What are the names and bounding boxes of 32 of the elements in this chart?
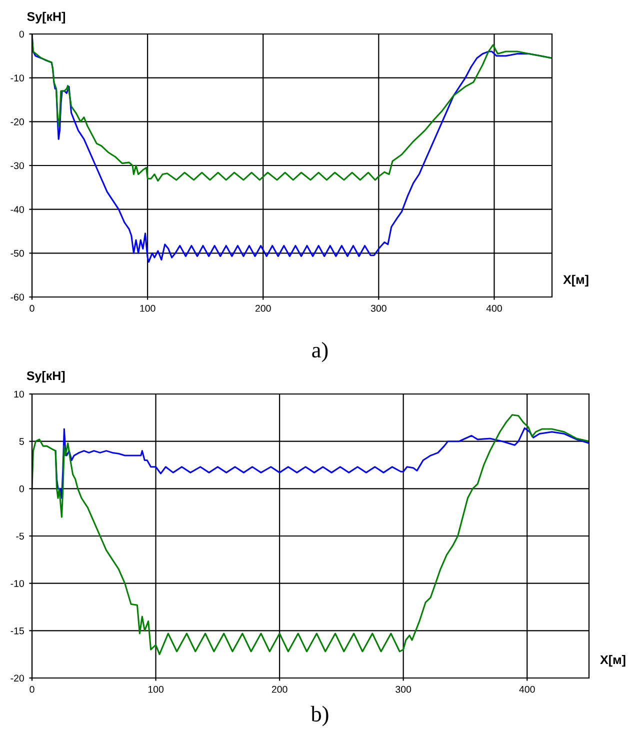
line-series bbox=[32, 414, 589, 656]
x-tick-label: 0 bbox=[30, 686, 34, 693]
x-axis-title: X[м] bbox=[563, 274, 588, 286]
x-tick-label: 200 bbox=[272, 686, 288, 693]
x-tick-label: 400 bbox=[519, 686, 535, 693]
text: b) bbox=[310, 706, 328, 726]
y-tick-label: 0 bbox=[19, 485, 24, 492]
y-tick-label: -30 bbox=[10, 162, 24, 170]
y-tick-label: 5 bbox=[19, 438, 24, 445]
y-tick-label: -10 bbox=[10, 580, 24, 587]
y-tick-label: -5 bbox=[16, 532, 24, 540]
y-tick-label: -40 bbox=[10, 206, 24, 213]
text: a) bbox=[312, 342, 328, 362]
y-axis-title: Sy[кН] bbox=[26, 370, 65, 383]
x-axis-title: X[м] bbox=[600, 654, 626, 667]
x-tick-label: 400 bbox=[486, 304, 502, 312]
x-tick-label: 100 bbox=[140, 304, 156, 312]
y-tick-label: -20 bbox=[10, 674, 24, 682]
y-tick-label: 0 bbox=[19, 30, 24, 38]
x-tick-label: 100 bbox=[148, 686, 164, 693]
y-tick-label: -60 bbox=[10, 294, 24, 301]
x-tick-label: 300 bbox=[396, 686, 412, 693]
y-tick-label: -50 bbox=[10, 250, 24, 257]
y-axis-title: Sy[кН] bbox=[27, 12, 65, 24]
line-series bbox=[54, 427, 589, 499]
y-tick-label: -20 bbox=[10, 118, 24, 126]
y-tick-label: -10 bbox=[10, 74, 24, 82]
x-tick-label: 200 bbox=[255, 304, 271, 312]
x-tick-label: 300 bbox=[370, 304, 386, 312]
y-tick-label: -15 bbox=[10, 628, 24, 634]
x-tick-label: 0 bbox=[30, 304, 34, 312]
y-tick-label: 10 bbox=[14, 390, 24, 398]
